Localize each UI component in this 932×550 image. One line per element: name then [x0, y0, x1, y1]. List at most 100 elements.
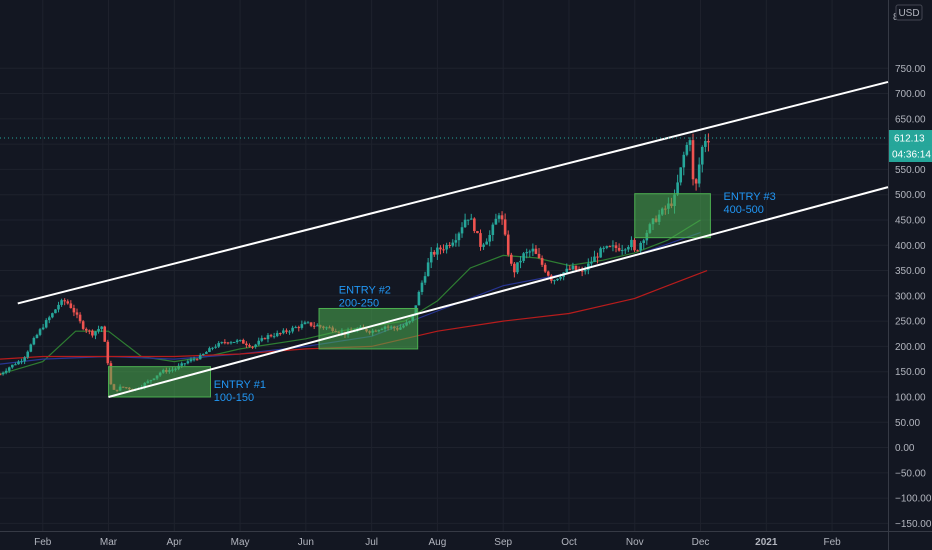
candle-body — [315, 325, 319, 327]
candle-body — [485, 241, 488, 245]
candle-body — [546, 271, 550, 276]
candle-body — [54, 309, 57, 314]
candle-body — [201, 353, 205, 356]
candle-body — [568, 268, 572, 270]
candle-body — [417, 291, 421, 306]
candle-body — [466, 219, 470, 221]
candle-body — [543, 264, 547, 272]
candle-body — [420, 282, 424, 292]
candle-body — [0, 374, 2, 376]
time-tick-label: Aug — [429, 537, 447, 548]
candle-body — [220, 342, 224, 344]
entry-title-1: ENTRY #1 — [214, 379, 266, 391]
candle-body — [620, 250, 624, 252]
time-tick-label: Sep — [494, 537, 512, 548]
candle-body — [41, 327, 45, 330]
time-tick-label: Apr — [167, 537, 183, 548]
candle-body — [47, 317, 51, 321]
candle-body — [88, 330, 91, 332]
candle-body — [445, 244, 448, 250]
candle-body — [494, 218, 498, 225]
countdown-badge — [889, 145, 932, 162]
price-axis[interactable]: −150.00 −100.00 −50.00 0.00 50.00 100.00 150.0… — [893, 4, 932, 530]
candle-body — [257, 340, 261, 345]
candle-body — [272, 336, 276, 338]
candle-body — [630, 239, 633, 248]
candle-body — [540, 258, 544, 265]
candle-body — [4, 370, 8, 373]
candle-body — [189, 359, 193, 362]
candle-body — [519, 260, 522, 263]
candle-body — [482, 244, 485, 247]
candle-body — [697, 164, 701, 184]
candle-body — [97, 328, 100, 332]
entry-zone-3 — [634, 193, 711, 239]
candle-body — [72, 308, 76, 313]
price-tick-label: 150.00 — [895, 367, 926, 378]
candle-body — [707, 140, 710, 143]
candle-body — [245, 343, 248, 346]
time-tick-label: Jun — [298, 537, 314, 548]
last-price-badge — [889, 129, 932, 146]
candle-body — [516, 262, 519, 273]
candle-body — [617, 248, 621, 251]
candle-body — [525, 252, 528, 254]
candle-body — [60, 300, 63, 305]
candle-body — [426, 262, 430, 277]
candle-body — [23, 357, 26, 362]
candle-body — [294, 327, 297, 329]
candle-body — [91, 330, 94, 336]
time-axis[interactable]: Feb Mar Apr May Jun Jul Aug Sep Oct Nov Dec 2021 Feb — [34, 537, 841, 548]
candle-body — [285, 330, 288, 332]
price-tick-label: −100.00 — [895, 494, 932, 505]
candle-body — [497, 215, 501, 219]
candle-body — [192, 359, 196, 361]
price-tick-label: −150.00 — [895, 519, 932, 530]
candle-body — [642, 240, 646, 243]
candle-body — [694, 179, 698, 184]
candle-body — [217, 343, 220, 347]
candle-body — [291, 327, 294, 332]
price-tick-label: 550.00 — [895, 165, 926, 176]
candle-body — [275, 333, 279, 337]
price-tick-label: 450.00 — [895, 215, 926, 226]
time-tick-label: 2021 — [755, 537, 778, 548]
candle-body — [78, 314, 82, 322]
candle-body — [503, 219, 507, 235]
candle-body — [559, 276, 562, 279]
price-tick-label: 100.00 — [895, 392, 926, 403]
price-tick-label: −50.00 — [895, 468, 926, 479]
entry-range-1: 100-150 — [214, 392, 254, 404]
candle-body — [583, 270, 587, 272]
candle-body — [534, 248, 538, 254]
time-tick-label: May — [231, 537, 250, 548]
candle-body — [476, 231, 479, 234]
candle-body — [208, 348, 211, 353]
entry-range-2: 200-250 — [339, 297, 379, 309]
candle-body — [235, 340, 239, 342]
channel-upper-line — [17, 80, 889, 305]
time-tick-label: Mar — [100, 537, 118, 548]
candle-body — [500, 215, 504, 220]
candle-body — [288, 331, 291, 333]
candle-body — [636, 250, 639, 252]
price-tick-label: 200.00 — [895, 342, 926, 353]
candle-body — [429, 251, 433, 263]
candle-body — [599, 248, 602, 258]
candle-body — [571, 265, 575, 270]
price-tick-label: 250.00 — [895, 317, 926, 328]
time-tick-label: Jul — [365, 537, 378, 548]
candle-body — [611, 245, 615, 247]
candle-body — [254, 344, 257, 347]
price-badges: 612.13 04:36:14 — [889, 129, 932, 162]
candle-body — [269, 335, 273, 337]
candle-body — [44, 320, 48, 328]
price-tick-label: 50.00 — [895, 418, 920, 429]
candle-body — [448, 244, 451, 246]
candle-body — [488, 234, 492, 242]
candle-body — [251, 346, 254, 348]
price-tick-label: 650.00 — [895, 114, 926, 125]
